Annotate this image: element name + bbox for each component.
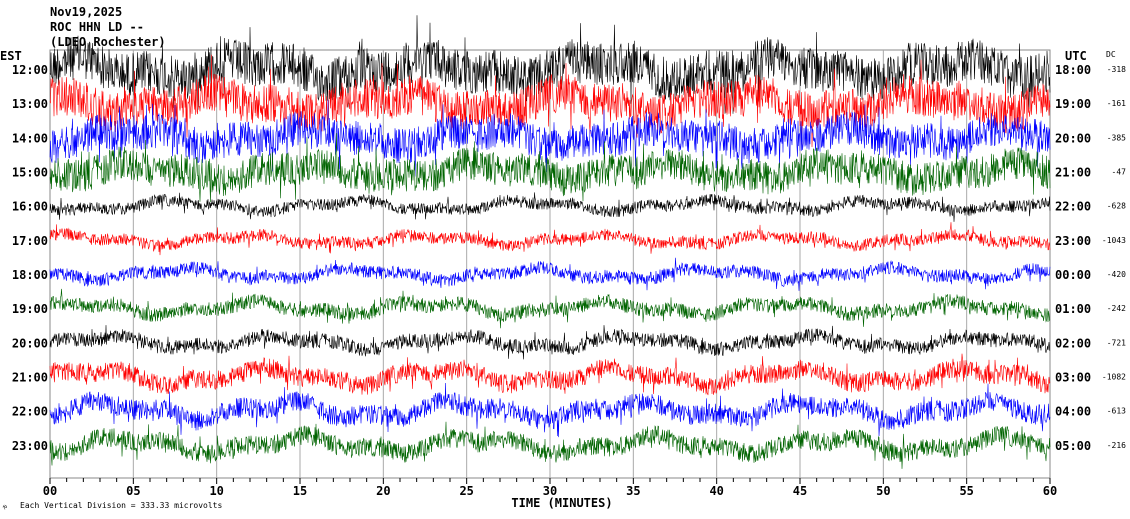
trace-row-0 (49, 15, 1051, 114)
utc-hour-label: 02:00 (1055, 336, 1091, 350)
utc-hour-label: 05:00 (1055, 439, 1091, 453)
x-axis-title: TIME (MINUTES) (511, 496, 612, 510)
dc-header: DC (1106, 50, 1116, 59)
dc-offset-label: -385 (1107, 133, 1126, 142)
dc-offset-label: -628 (1107, 202, 1126, 211)
est-hour-label: 18:00 (12, 268, 48, 282)
trace-row-10 (49, 382, 1051, 438)
est-hour-label: 16:00 (12, 200, 48, 214)
x-tick-label: 05 (126, 484, 140, 498)
utc-hour-label: 22:00 (1055, 200, 1091, 214)
utc-hour-label: 04:00 (1055, 405, 1091, 419)
x-tick-label: 30 (543, 484, 557, 498)
utc-hour-label: 00:00 (1055, 268, 1091, 282)
x-tick-label: 55 (959, 484, 973, 498)
trace-row-5 (49, 222, 1051, 256)
footer-mark: ゃ (2, 504, 8, 511)
utc-hour-label: 03:00 (1055, 371, 1091, 385)
x-tick-label: 60 (1043, 484, 1057, 498)
dc-offset-label: -318 (1107, 65, 1126, 74)
est-hour-label: 19:00 (12, 302, 48, 316)
title-line: (LDEO Rochester) (50, 35, 166, 49)
title-line: ROC HHN LD -- (50, 20, 144, 34)
trace-row-2 (49, 99, 1051, 177)
x-tick-label: 10 (209, 484, 223, 498)
dc-offset-label: -161 (1107, 99, 1126, 108)
title-line: Nov19,2025 (50, 5, 122, 19)
est-hour-label: 20:00 (12, 336, 48, 350)
utc-hour-label: 18:00 (1055, 63, 1091, 77)
dc-offset-label: -420 (1107, 270, 1126, 279)
trace-row-1 (49, 54, 1051, 148)
est-hour-label: 17:00 (12, 234, 48, 248)
x-tick-label: 50 (876, 484, 890, 498)
est-hour-label: 14:00 (12, 131, 48, 145)
trace-row-9 (49, 353, 1051, 396)
trace-row-4 (49, 192, 1051, 222)
trace-row-11 (49, 421, 1051, 469)
x-tick-label: 45 (793, 484, 807, 498)
est-hour-label: 13:00 (12, 97, 48, 111)
dc-offset-label: -613 (1107, 407, 1126, 416)
dc-offset-label: -1082 (1102, 373, 1126, 382)
dc-offset-label: -242 (1107, 304, 1126, 313)
trace-row-3 (49, 133, 1051, 203)
utc-hour-label: 20:00 (1055, 131, 1091, 145)
est-hour-label: 12:00 (12, 63, 48, 77)
est-hour-label: 21:00 (12, 371, 48, 385)
est-axis-label: EST (0, 49, 22, 63)
x-tick-label: 20 (376, 484, 390, 498)
dc-offset-label: -721 (1107, 338, 1126, 347)
est-hour-label: 22:00 (12, 405, 48, 419)
dc-offset-label: -216 (1107, 441, 1126, 450)
utc-axis-label: UTC (1065, 49, 1087, 63)
dc-offset-label: -47 (1112, 168, 1127, 177)
est-hour-label: 15:00 (12, 166, 48, 180)
trace-row-8 (49, 325, 1051, 360)
scale-footer: Each Vertical Division = 333.33 microvol… (20, 501, 222, 510)
x-tick-label: 40 (709, 484, 723, 498)
utc-hour-label: 23:00 (1055, 234, 1091, 248)
utc-hour-label: 19:00 (1055, 97, 1091, 111)
trace-row-7 (49, 288, 1051, 329)
x-tick-label: 35 (626, 484, 640, 498)
utc-hour-label: 21:00 (1055, 166, 1091, 180)
trace-row-6 (49, 257, 1051, 291)
dc-offset-label: -1043 (1102, 236, 1126, 245)
x-tick-label: 15 (293, 484, 307, 498)
x-tick-label: 25 (459, 484, 473, 498)
x-tick-label: 00 (43, 484, 57, 498)
utc-hour-label: 01:00 (1055, 302, 1091, 316)
est-hour-label: 23:00 (12, 439, 48, 453)
